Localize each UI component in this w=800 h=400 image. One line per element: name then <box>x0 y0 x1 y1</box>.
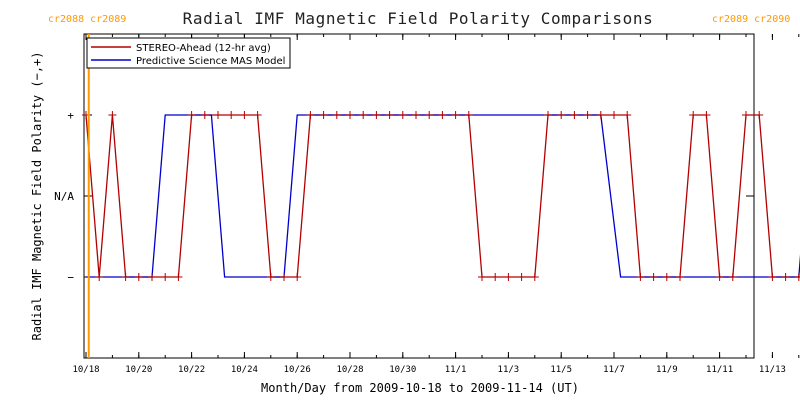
stereo-data-point <box>636 273 645 281</box>
series-layer <box>85 114 800 278</box>
stereo-data-point <box>108 111 117 119</box>
stereo-data-point <box>451 111 460 119</box>
stereo-data-point <box>689 111 698 119</box>
stereo-data-point <box>676 273 684 281</box>
stereo-data-point <box>121 273 130 281</box>
stereo-data-point <box>346 111 354 119</box>
stereo-data-point <box>596 111 605 119</box>
carrington-lines <box>87 34 90 358</box>
stereo-data-point <box>306 111 315 119</box>
carrington-left-label: cr2088 cr2089 <box>48 14 126 25</box>
stereo-data-point <box>768 273 777 281</box>
stereo-data-point <box>517 273 526 281</box>
stereo-data-point <box>557 111 566 119</box>
stereo-data-point <box>794 273 800 281</box>
stereo-data-point <box>464 111 473 119</box>
stereo-data-point <box>359 111 368 119</box>
x-tick-label: 11/13 <box>759 365 786 375</box>
stereo-data-point <box>438 111 447 119</box>
x-tick-label: 11/5 <box>550 365 572 375</box>
stereo-data-point <box>478 273 486 281</box>
stereo-data-point <box>332 111 341 119</box>
stereo-ahead-line <box>85 114 800 278</box>
stereo-data-point <box>570 111 579 119</box>
stereo-data-point <box>161 273 170 281</box>
carrington-right-label: cr2089 cr2090 <box>712 14 790 25</box>
y-tick-label: − <box>67 271 74 284</box>
stereo-data-point <box>214 111 222 119</box>
stereo-data-point <box>200 111 209 119</box>
stereo-data-point <box>253 111 262 119</box>
x-tick-label: 11/9 <box>656 365 678 375</box>
stereo-data-point <box>425 111 434 119</box>
stereo-data-point <box>530 273 539 281</box>
y-tick-label: + <box>67 109 74 122</box>
x-tick-label: 10/26 <box>284 365 311 375</box>
marker-layer <box>82 111 800 281</box>
x-tick-label: 10/20 <box>125 365 152 375</box>
stereo-data-point <box>187 111 196 119</box>
stereo-data-point <box>504 273 513 281</box>
stereo-data-point <box>715 273 724 281</box>
stereo-data-point <box>702 111 711 119</box>
stereo-data-point <box>491 273 500 281</box>
stereo-data-point <box>266 273 275 281</box>
x-tick-label: 10/18 <box>72 365 99 375</box>
stereo-data-point <box>742 111 750 119</box>
stereo-data-point <box>148 273 156 281</box>
x-tick-label: 10/28 <box>336 365 363 375</box>
y-tick-label: N/A <box>54 190 74 203</box>
stereo-data-point <box>95 273 104 281</box>
y-axis-label: Radial IMF Magnetic Field Polarity (−,+) <box>30 52 44 341</box>
x-tick-label: 11/1 <box>445 365 467 375</box>
stereo-data-point <box>623 111 632 119</box>
legend-box <box>86 37 291 69</box>
stereo-data-point <box>319 111 328 119</box>
stereo-data-point <box>583 111 592 119</box>
x-tick-label: 11/11 <box>706 365 733 375</box>
stereo-data-point <box>662 273 671 281</box>
x-axis-label: Month/Day from 2009-10-18 to 2009-11-14 … <box>261 381 579 395</box>
stereo-data-point <box>755 111 764 119</box>
stereo-data-point <box>412 111 420 119</box>
x-tick-label: 10/24 <box>231 365 258 375</box>
stereo-data-point <box>649 273 658 281</box>
stereo-data-point <box>398 111 407 119</box>
x-tick-label: 11/7 <box>603 365 625 375</box>
stereo-data-point <box>280 273 288 281</box>
stereo-data-point <box>240 111 249 119</box>
stereo-data-point <box>781 273 790 281</box>
stereo-data-point <box>293 273 302 281</box>
x-tick-label: 11/3 <box>498 365 520 375</box>
mas-model-line <box>86 114 800 278</box>
stereo-data-point <box>385 111 394 119</box>
x-axis: 10/18 10/20 10/22 10/24 10/26 10/28 10/30 11/1 1… <box>72 34 800 375</box>
stereo-data-point <box>372 111 381 119</box>
stereo-data-point <box>134 273 143 281</box>
stereo-data-point <box>610 111 618 119</box>
x-tick-label: 10/30 <box>389 365 416 375</box>
stereo-data-point <box>544 111 552 119</box>
legend-label-stereo: STEREO-Ahead (12-hr avg) <box>136 43 271 54</box>
stereo-data-point <box>174 273 183 281</box>
legend-label-mas: Predictive Science MAS Model <box>136 56 285 67</box>
x-tick-label: 10/22 <box>178 365 205 375</box>
stereo-data-point <box>227 111 236 119</box>
chart-title: Radial IMF Magnetic Field Polarity Compa… <box>183 9 654 28</box>
legend: STEREO-Ahead (12-hr avg) Predictive Scie… <box>86 37 291 69</box>
stereo-data-point <box>728 273 737 281</box>
